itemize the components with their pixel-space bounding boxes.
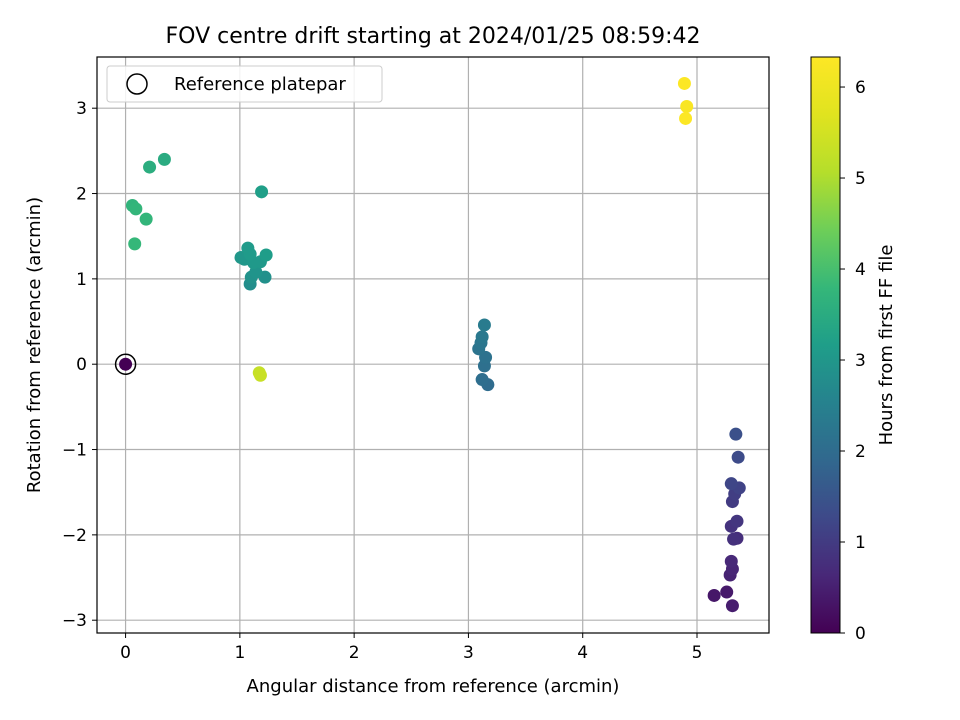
colorbar-tick-label: 3 — [855, 351, 866, 371]
y-tick-label: 0 — [76, 355, 87, 375]
colorbar-tick-label: 5 — [855, 169, 866, 189]
data-point — [679, 111, 693, 125]
colorbar-tick-label: 0 — [855, 624, 866, 644]
y-tick-label: −3 — [62, 611, 87, 631]
data-point — [475, 330, 489, 344]
data-point — [677, 76, 691, 90]
x-tick-label: 4 — [577, 643, 588, 663]
y-axis-label: Rotation from reference (arcmin) — [24, 197, 45, 493]
y-tick-label: 1 — [76, 270, 87, 290]
data-point — [729, 427, 743, 441]
data-point — [157, 152, 171, 166]
colorbar-tick-label: 6 — [855, 78, 866, 98]
data-point — [724, 554, 738, 568]
colorbar-label: Hours from first FF file — [876, 245, 897, 446]
legend: Reference platepar — [106, 65, 383, 103]
y-tick-label: −2 — [62, 526, 87, 546]
colorbar-tick-label: 4 — [855, 260, 866, 280]
data-point — [475, 373, 489, 387]
data-point — [241, 241, 255, 255]
axis-ticks: 0 1 2 3 4 5 −3 −2 −1 0 1 2 3 — [62, 99, 702, 663]
data-point — [725, 599, 739, 613]
data-point — [253, 368, 267, 382]
x-tick-label: 5 — [692, 643, 703, 663]
data-point — [720, 585, 734, 599]
colorbar-tick-label: 2 — [855, 442, 866, 462]
legend-box — [106, 65, 383, 103]
reference-platepar-marker — [114, 353, 137, 375]
y-tick-label: −1 — [62, 441, 87, 461]
data-points — [114, 76, 746, 613]
chart-title: FOV centre drift starting at 2024/01/25 … — [166, 24, 701, 49]
data-point — [707, 588, 721, 602]
data-point — [724, 477, 738, 491]
x-tick-label: 0 — [120, 643, 131, 663]
data-point — [730, 514, 744, 528]
data-point — [477, 318, 491, 332]
plot-frame — [96, 56, 770, 634]
colorbar-gradient — [810, 56, 841, 634]
legend-marker — [126, 73, 148, 95]
legend-label: Reference platepar — [174, 74, 346, 95]
colorbar: 0 1 2 3 4 5 6 Hours from first FF file — [810, 56, 897, 644]
x-axis-label: Angular distance from reference (arcmin) — [247, 676, 620, 697]
data-point — [139, 212, 153, 226]
data-point — [255, 185, 269, 199]
data-point — [727, 532, 741, 546]
data-point — [119, 357, 133, 371]
data-point — [128, 237, 142, 251]
x-tick-label: 1 — [234, 643, 245, 663]
data-point — [143, 160, 157, 174]
data-point — [129, 202, 143, 216]
y-tick-label: 2 — [76, 185, 87, 205]
grid-lines — [97, 57, 769, 633]
colorbar-ticks: 0 1 2 3 4 5 6 — [840, 78, 866, 644]
data-point — [731, 450, 745, 464]
y-tick-label: 3 — [76, 99, 87, 119]
colorbar-tick-label: 1 — [855, 533, 866, 553]
data-point — [680, 99, 694, 113]
data-point — [259, 248, 273, 262]
x-tick-label: 3 — [463, 643, 474, 663]
x-tick-label: 2 — [349, 643, 360, 663]
